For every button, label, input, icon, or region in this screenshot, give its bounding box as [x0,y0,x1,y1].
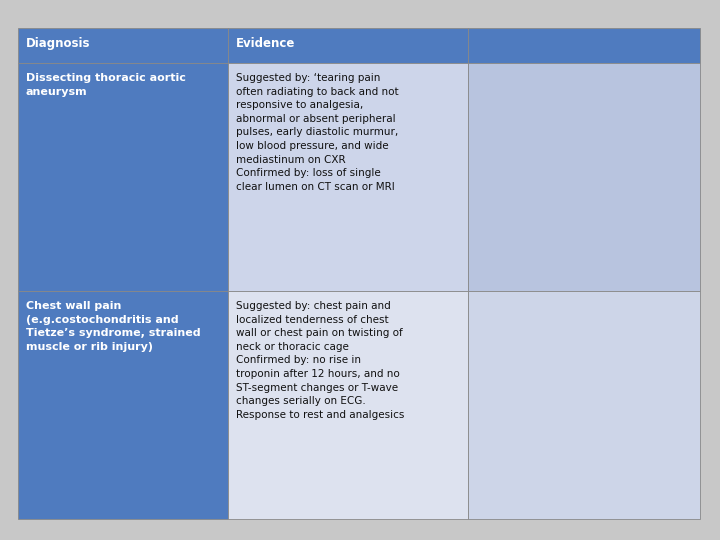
Text: Evidence: Evidence [236,37,295,50]
Bar [18,63,228,291]
Bar [468,291,700,519]
Text: Diagnosis: Diagnosis [26,37,91,50]
Text: Suggested by: ‘tearing pain
often radiating to back and not
responsive to analge: Suggested by: ‘tearing pain often radiat… [236,73,399,192]
Bar [228,291,468,519]
Bar [228,63,468,291]
Bar [468,28,700,63]
Bar [18,291,228,519]
Bar [18,28,228,63]
Text: Suggested by: chest pain and
localized tenderness of chest
wall or chest pain on: Suggested by: chest pain and localized t… [236,301,405,420]
Bar [228,28,468,63]
Bar [468,63,700,291]
Text: Chest wall pain
(e.g.costochondritis and
Tietze’s syndrome, strained
muscle or r: Chest wall pain (e.g.costochondritis and… [26,301,201,352]
Text: Dissecting thoracic aortic
aneurysm: Dissecting thoracic aortic aneurysm [26,73,186,97]
